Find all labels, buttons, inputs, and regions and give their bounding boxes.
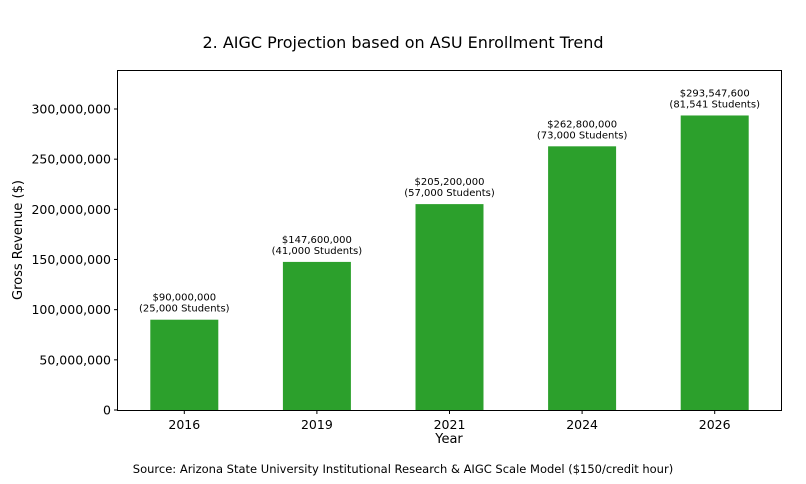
- y-axis-label: Gross Revenue ($): [11, 180, 26, 300]
- bar-students-label: (25,000 Students): [139, 304, 230, 315]
- x-tick-label: 2024: [566, 417, 598, 432]
- bar-2019: [282, 261, 351, 410]
- bar-students-label: (57,000 Students): [404, 188, 495, 199]
- y-tick-label: 50,000,000: [39, 352, 111, 367]
- bar-value-label: $293,547,600: [680, 88, 750, 99]
- bar-value-label: $262,800,000: [547, 119, 617, 130]
- bar-value-label: $205,200,000: [415, 177, 485, 188]
- x-tick-label: 2019: [301, 417, 333, 432]
- y-tick-label: 300,000,000: [31, 102, 111, 117]
- bar-students-label: (81,541 Students): [669, 99, 760, 110]
- bar-2024: [548, 146, 617, 410]
- chart-title: 2. AIGC Projection based on ASU Enrollme…: [202, 33, 604, 52]
- source-note: Source: Arizona State University Institu…: [132, 462, 674, 476]
- y-tick-label: 250,000,000: [31, 152, 111, 167]
- y-tick-label: 0: [103, 403, 111, 418]
- x-tick-label: 2026: [699, 417, 731, 432]
- y-tick-label: 150,000,000: [31, 252, 111, 267]
- x-axis-label: Year: [434, 432, 463, 447]
- y-tick-label: 200,000,000: [31, 202, 111, 217]
- bar-2026: [680, 115, 749, 410]
- bar-2021: [415, 204, 484, 410]
- bar-students-label: (73,000 Students): [537, 130, 628, 141]
- bar-value-label: $147,600,000: [282, 235, 352, 246]
- y-tick-label: 100,000,000: [31, 302, 111, 317]
- bar-value-label: $90,000,000: [152, 293, 216, 304]
- plot-frame: [117, 70, 782, 411]
- x-tick-label: 2021: [434, 417, 466, 432]
- bar-2016: [150, 319, 219, 410]
- x-tick-label: 2016: [168, 417, 200, 432]
- bar-students-label: (41,000 Students): [272, 246, 363, 257]
